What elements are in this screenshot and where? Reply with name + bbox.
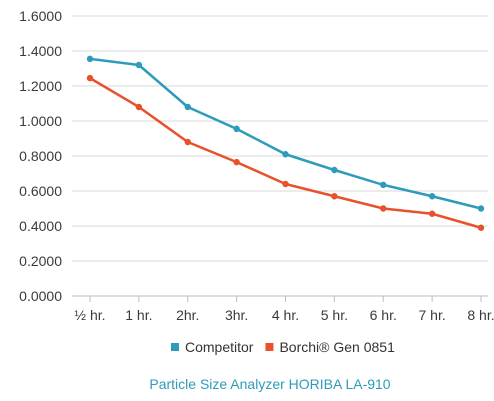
x-tick-label: 3hr. <box>225 307 248 323</box>
data-point <box>331 193 338 200</box>
x-tick-label: 4 hr. <box>272 307 299 323</box>
y-tick-label: 0.4000 <box>19 218 62 234</box>
x-axis-ticks: ½ hr. 1 hr. 2hr. 3hr. 4 hr. 5 hr. 6 hr. 7 hr. 8 … <box>74 296 494 323</box>
y-tick-label: 0.0000 <box>19 288 62 304</box>
series-group <box>86 55 485 231</box>
legend: Competitor Borchi® Gen 0851 <box>171 339 395 355</box>
x-tick-label: 5 hr. <box>321 307 348 323</box>
x-tick-label: 6 hr. <box>370 307 397 323</box>
y-tick-label: 0.8000 <box>19 148 62 164</box>
data-point <box>331 166 338 174</box>
data-point <box>282 151 289 158</box>
data-point <box>184 103 191 111</box>
data-point <box>380 181 387 189</box>
y-tick-label: 1.4000 <box>19 43 62 59</box>
y-tick-label: 0.6000 <box>19 183 62 199</box>
data-point <box>233 158 240 166</box>
x-tick-label: 1 hr. <box>125 307 152 323</box>
data-point <box>477 205 485 212</box>
data-point <box>428 210 436 217</box>
chart-caption: Particle Size Analyzer HORIBA LA-910 <box>149 376 390 392</box>
data-point <box>135 103 143 111</box>
legend-label: Borchi® Gen 0851 <box>279 339 395 355</box>
y-tick-label: 0.2000 <box>19 253 62 269</box>
y-axis-ticks: 0.0000 0.2000 0.4000 0.6000 0.8000 1.0000 1.20… <box>19 8 62 304</box>
y-tick-label: 1.0000 <box>19 113 62 129</box>
grid-lines <box>72 15 488 297</box>
data-point <box>477 224 485 231</box>
data-point <box>380 205 387 212</box>
y-tick-label: 1.6000 <box>19 8 62 24</box>
x-tick-label: 7 hr. <box>419 307 446 323</box>
x-tick-label: 2hr. <box>176 307 199 323</box>
data-point <box>86 74 94 82</box>
x-tick-label: ½ hr. <box>74 307 105 323</box>
data-point <box>282 180 289 188</box>
data-point <box>428 193 436 200</box>
data-point <box>184 138 191 146</box>
data-point <box>233 125 240 133</box>
legend-swatch <box>171 343 179 351</box>
legend-swatch <box>265 343 274 351</box>
x-tick-label: 8 hr. <box>467 307 494 323</box>
y-tick-label: 1.2000 <box>19 78 62 94</box>
data-point <box>86 55 94 63</box>
legend-label: Competitor <box>185 339 254 355</box>
data-point <box>135 61 143 69</box>
